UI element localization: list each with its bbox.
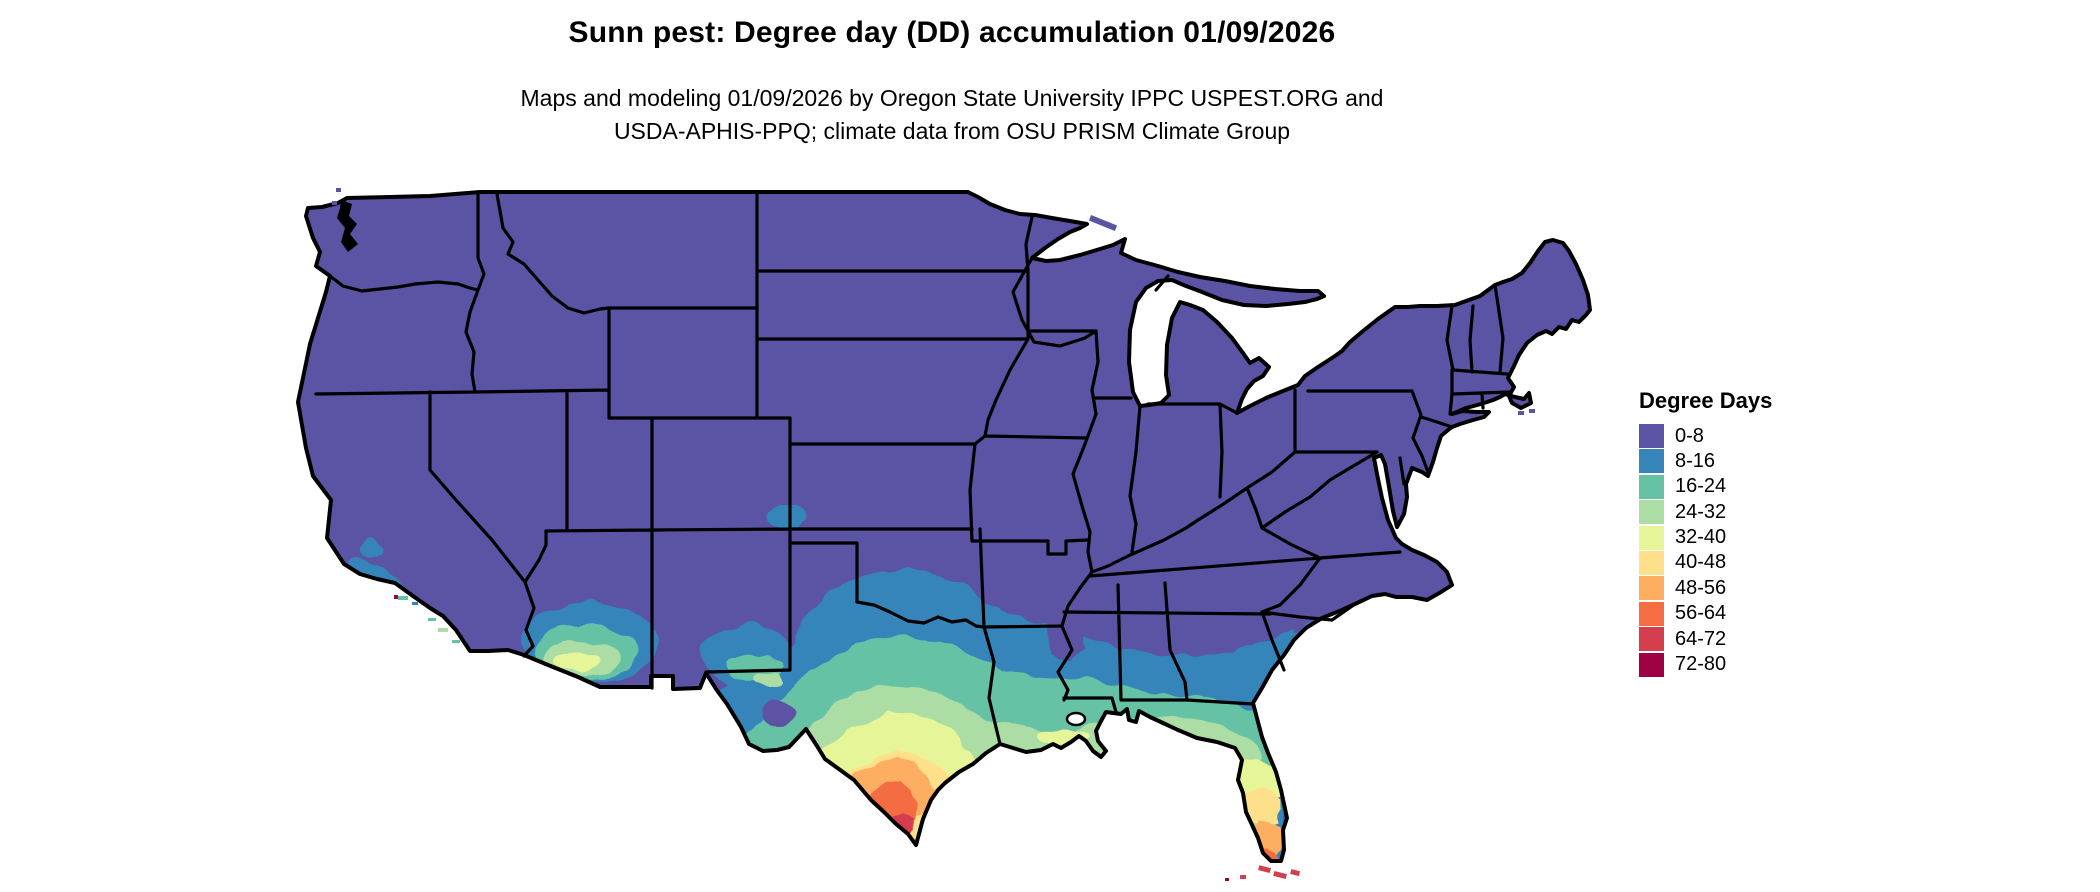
legend-swatch [1639, 500, 1664, 525]
legend-entry: 24-32 [1639, 500, 1772, 525]
legend-swatch [1639, 525, 1664, 550]
legend-entry: 0-8 [1639, 424, 1772, 448]
legend-swatch [1639, 576, 1664, 601]
band-8-16-colorado-patch [767, 503, 807, 529]
legend-label: 24-32 [1675, 500, 1727, 523]
legend-swatch [1639, 449, 1664, 474]
puget-sound [337, 200, 358, 252]
legend-entry: 48-56 [1639, 576, 1772, 601]
legend-label: 8-16 [1675, 449, 1716, 472]
legend-label: 40-48 [1675, 551, 1727, 574]
legend-entry: 40-48 [1639, 550, 1772, 575]
legend-entry: 8-16 [1639, 449, 1772, 474]
legend-label: 56-64 [1675, 602, 1727, 625]
legend-label: 64-72 [1675, 627, 1727, 650]
legend-label: 72-80 [1675, 653, 1727, 676]
legend-swatch [1639, 652, 1664, 677]
band-24-32-newmexico [756, 673, 784, 687]
legend-entries: 0-8 8-16 16-24 24-32 32-40 40-48 48-56 56-64 64-… [1639, 424, 1772, 677]
legend-label: 0-8 [1675, 424, 1704, 447]
legend-entry: 56-64 [1639, 601, 1772, 626]
legend-swatch [1639, 474, 1664, 499]
legend-entry: 32-40 [1639, 525, 1772, 550]
band-0-8-west-texas [761, 699, 795, 725]
band-32-40-arizona [554, 651, 602, 673]
lake-pontchartrain [1065, 711, 1087, 727]
legend-title: Degree Days [1639, 388, 1773, 413]
legend-label: 32-40 [1675, 526, 1727, 549]
legend-swatch [1639, 550, 1664, 575]
subtitle-line-1: Maps and modeling 01/09/2026 by Oregon S… [520, 85, 1384, 111]
band-8-16-california-inland [358, 539, 386, 557]
state-borders [314, 191, 1512, 746]
legend-swatch [1639, 601, 1664, 626]
legend-entry: 64-72 [1639, 627, 1772, 652]
legend: Degree Days 0-8 8-16 16-24 24-32 32-40 40-48 4… [1639, 388, 1772, 677]
legend-label: 16-24 [1675, 475, 1727, 498]
legend-entry: 16-24 [1639, 474, 1772, 499]
page-subtitle: Maps and modeling 01/09/2026 by Oregon S… [2, 82, 1902, 148]
legend-swatch [1639, 424, 1664, 448]
legend-swatch [1639, 627, 1664, 652]
band-40-48-florida [1240, 786, 1283, 826]
subtitle-line-2: USDA-APHIS-PPQ; climate data from OSU PR… [613, 118, 1291, 144]
legend-entry: 72-80 [1639, 652, 1772, 677]
islands-and-keys [332, 188, 1535, 881]
legend-label: 48-56 [1675, 576, 1727, 599]
page-title: Sunn pest: Degree day (DD) accumulation … [568, 16, 1336, 49]
